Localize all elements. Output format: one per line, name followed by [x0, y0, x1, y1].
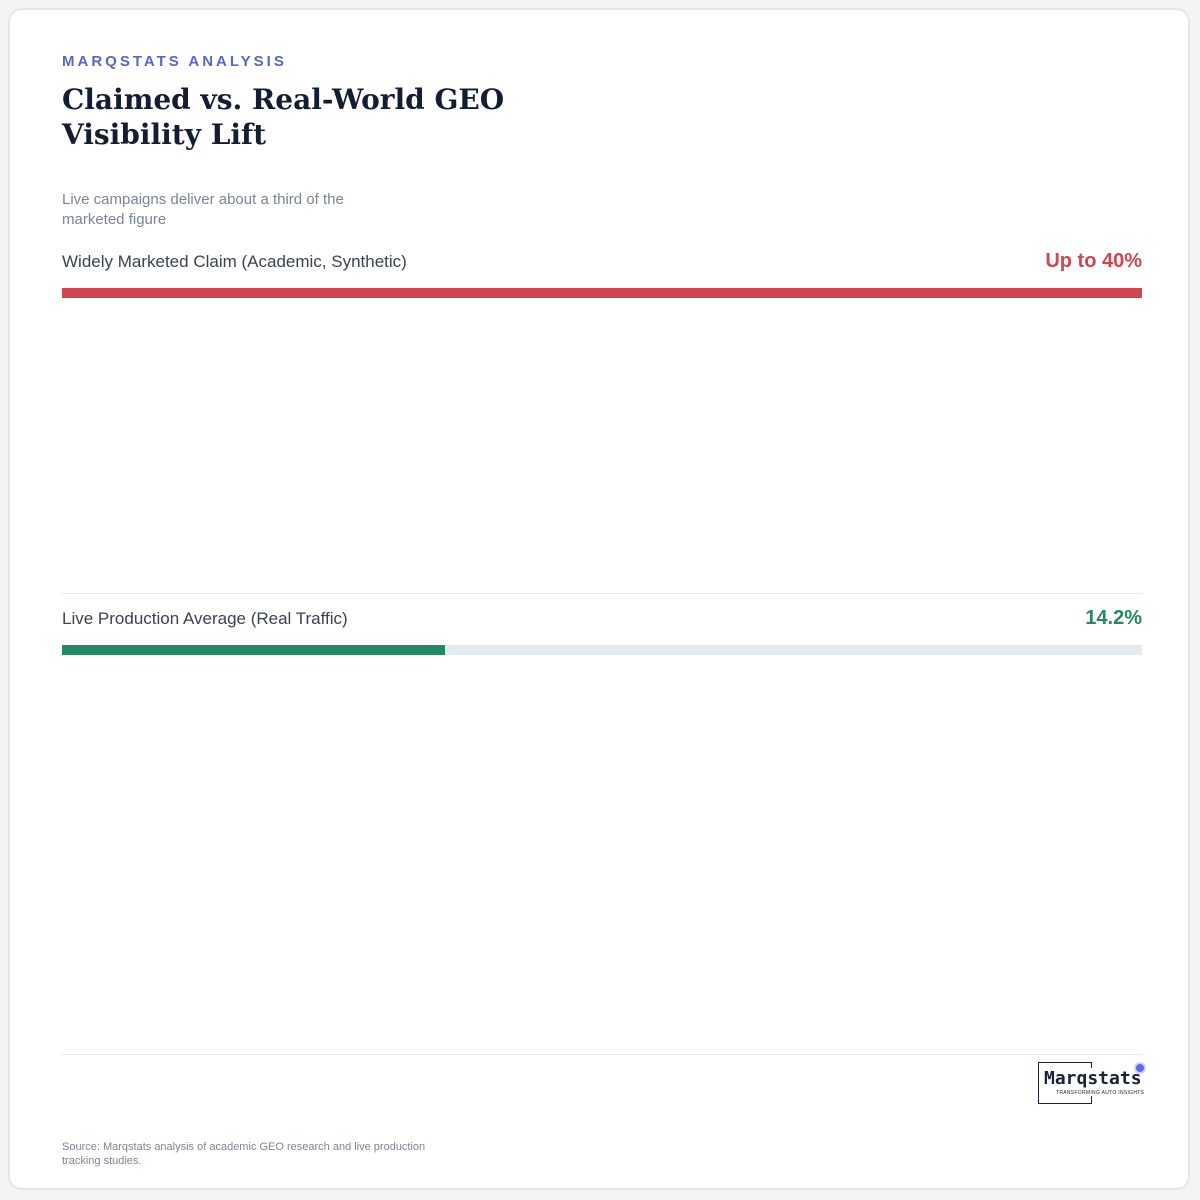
bar-value-live: 14.2%	[1085, 607, 1142, 629]
bar-track-claim	[62, 288, 1142, 298]
bar-label-live: Live Production Average (Real Traffic)	[62, 609, 348, 628]
source-note: Source: Marqstats analysis of academic G…	[62, 1141, 426, 1167]
footer-divider	[62, 1054, 1142, 1055]
bar-live	[62, 645, 446, 655]
bar-claim	[62, 288, 1142, 298]
chart-title: Claimed vs. Real-World GEO Visibility Li…	[62, 83, 505, 151]
logo-dot-icon	[1136, 1064, 1144, 1072]
bar-label-claim: Widely Marketed Claim (Academic, Synthet…	[62, 252, 407, 271]
kicker: MARQSTATS ANALYSIS	[62, 53, 287, 70]
logo-tagline: TRANSFORMING AUTO INSIGHTS	[1056, 1090, 1145, 1096]
chart-subtitle: Live campaigns deliver about a third of …	[62, 191, 344, 228]
row-divider	[62, 593, 1142, 594]
bar-value-claim: Up to 40%	[1045, 250, 1142, 272]
bar-track-live	[62, 645, 1142, 655]
marqstats-logo: Marqstats TRANSFORMING AUTO INSIGHTS	[1038, 1062, 1145, 1106]
chart-card: MARQSTATS ANALYSIS Claimed vs. Real-Worl…	[8, 8, 1190, 1190]
logo-wordmark: Marqstats	[1042, 1068, 1144, 1090]
